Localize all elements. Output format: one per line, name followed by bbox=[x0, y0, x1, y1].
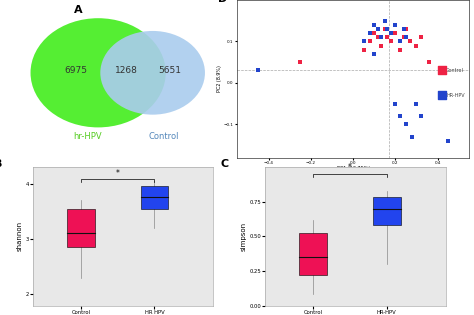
Ellipse shape bbox=[30, 18, 166, 127]
Point bbox=[255, 68, 262, 73]
Text: A: A bbox=[74, 5, 83, 15]
Point bbox=[396, 39, 403, 44]
Point bbox=[400, 35, 408, 40]
Ellipse shape bbox=[100, 31, 205, 115]
Point bbox=[396, 47, 403, 52]
Point bbox=[381, 18, 389, 23]
Point bbox=[377, 43, 384, 48]
Point bbox=[392, 22, 399, 27]
Point bbox=[371, 31, 378, 36]
Point bbox=[402, 122, 410, 127]
Point bbox=[400, 26, 408, 32]
Text: hr-HPV: hr-HPV bbox=[73, 132, 101, 141]
Text: 5651: 5651 bbox=[159, 66, 182, 76]
Bar bbox=[299, 233, 327, 275]
Point bbox=[297, 60, 304, 65]
Bar bbox=[140, 186, 168, 209]
Point bbox=[392, 101, 399, 106]
Text: HR-HPV: HR-HPV bbox=[446, 93, 465, 98]
Y-axis label: PC2 (8.9%): PC2 (8.9%) bbox=[217, 65, 222, 92]
Point bbox=[366, 31, 374, 36]
Point bbox=[377, 35, 384, 40]
Point bbox=[425, 60, 433, 65]
Text: *: * bbox=[116, 169, 119, 178]
Point bbox=[438, 93, 446, 98]
Text: 1268: 1268 bbox=[115, 66, 138, 76]
Point bbox=[417, 113, 425, 118]
Point bbox=[417, 35, 425, 40]
Point bbox=[360, 47, 367, 52]
Point bbox=[374, 26, 382, 32]
Y-axis label: simpson: simpson bbox=[241, 222, 247, 251]
Point bbox=[383, 26, 391, 32]
X-axis label: PC1 (10.75%): PC1 (10.75%) bbox=[337, 166, 370, 171]
Point bbox=[413, 101, 420, 106]
Point bbox=[371, 51, 378, 56]
Point bbox=[374, 35, 382, 40]
Point bbox=[406, 39, 414, 44]
Point bbox=[387, 39, 395, 44]
Bar bbox=[373, 198, 401, 225]
Point bbox=[381, 26, 389, 32]
Point bbox=[396, 113, 403, 118]
Point bbox=[409, 134, 416, 139]
Point bbox=[383, 35, 391, 40]
Text: Control: Control bbox=[446, 68, 464, 73]
Point bbox=[366, 39, 374, 44]
Bar bbox=[67, 209, 95, 247]
Text: 6975: 6975 bbox=[65, 66, 88, 76]
Point bbox=[402, 26, 410, 32]
Point bbox=[413, 43, 420, 48]
Text: Control: Control bbox=[148, 132, 179, 141]
Point bbox=[371, 22, 378, 27]
Text: D: D bbox=[219, 0, 228, 4]
Text: *: * bbox=[348, 163, 352, 173]
Point bbox=[444, 138, 452, 143]
Point bbox=[402, 35, 410, 40]
Point bbox=[387, 31, 395, 36]
Point bbox=[438, 68, 446, 73]
Text: C: C bbox=[220, 159, 228, 169]
Point bbox=[360, 39, 367, 44]
Point bbox=[392, 31, 399, 36]
Text: B: B bbox=[0, 159, 2, 169]
Y-axis label: shannon: shannon bbox=[17, 221, 23, 251]
